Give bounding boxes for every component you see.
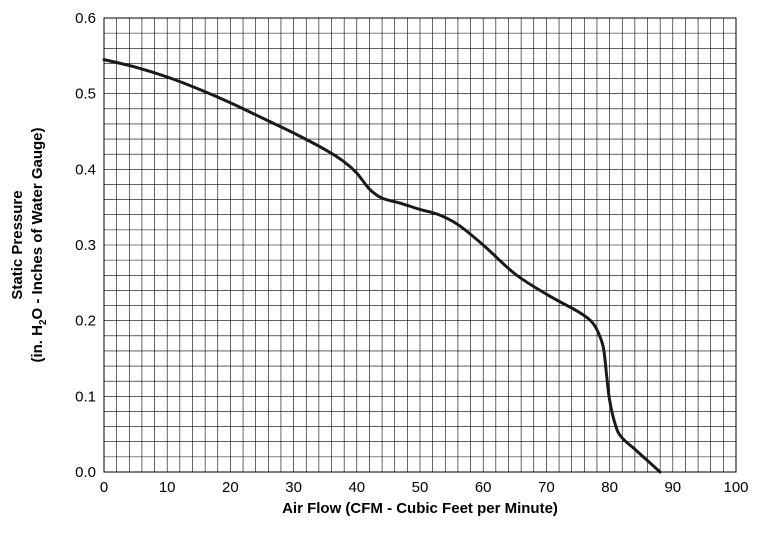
x-tick-label: 80 (601, 479, 618, 496)
y-axis-title-line1: Static Pressure (9, 190, 26, 299)
y-tick-label: 0.0 (75, 464, 96, 481)
y-tick-label: 0.5 (75, 86, 96, 103)
y-axis-title: Static Pressure (in. H2O - Inches of Wat… (9, 127, 49, 362)
plot-frame (103, 17, 737, 473)
x-tick-label: 10 (159, 479, 176, 496)
tick-labels: 0 10 20 30 40 50 60 70 80 90 100 0.0 0.1 0.2 0.3 0.4 0.5… (75, 10, 748, 496)
y-axis-title-line2-pre: (in. H (29, 325, 46, 363)
x-tick-label: 30 (285, 479, 302, 496)
y-tick-label: 0.4 (75, 161, 96, 178)
x-axis-title: Air Flow (CFM - Cubic Feet per Minute) (282, 500, 558, 517)
y-axis-title-line2-post: O - Inches of Water Gauge) (29, 127, 46, 319)
x-tick-label: 70 (538, 479, 555, 496)
x-tick-label: 0 (100, 479, 108, 496)
series-line (102, 58, 662, 474)
x-tick-label: 50 (412, 479, 429, 496)
x-tick-label: 90 (664, 479, 681, 496)
y-tick-label: 0.2 (75, 313, 96, 330)
y-tick-label: 0.3 (75, 237, 96, 254)
y-tick-label: 0.6 (75, 10, 96, 27)
y-axis-title-line2-sub: 2 (38, 319, 49, 325)
x-tick-label: 20 (222, 479, 239, 496)
x-tick-label: 100 (723, 479, 748, 496)
x-tick-label: 40 (348, 479, 365, 496)
grid (104, 18, 736, 472)
y-axis-title-line2: (in. H2O - Inches of Water Gauge) (29, 127, 49, 362)
series (102, 58, 662, 474)
x-tick-label: 60 (475, 479, 492, 496)
y-tick-label: 0.1 (75, 388, 96, 405)
